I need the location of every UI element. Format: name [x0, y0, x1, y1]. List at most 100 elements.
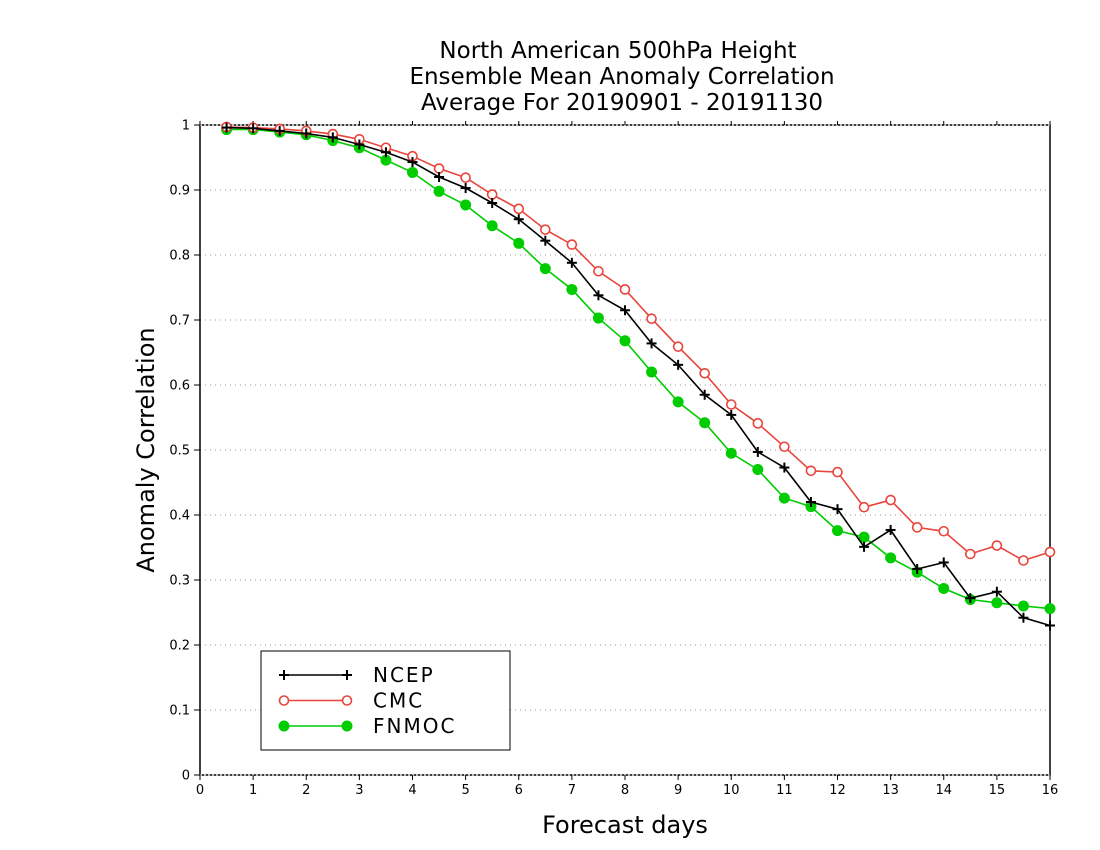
- legend-marker-right-fnmoc: [341, 720, 353, 732]
- y-axis-label: Anomaly Correlation: [132, 327, 160, 572]
- y-tick-label: 0.8: [169, 249, 190, 264]
- y-tick-label: 0.4: [169, 509, 190, 524]
- legend-marker-left-fnmoc: [278, 720, 290, 732]
- data-point-ncep: [938, 557, 949, 568]
- data-point-ncep: [540, 235, 551, 246]
- data-point-ncep: [248, 123, 259, 134]
- data-point-ncep: [912, 563, 923, 574]
- data-point-cmc: [991, 540, 1003, 551]
- data-point-cmc: [540, 224, 551, 235]
- legend-item-cmc: CMC: [278, 689, 422, 713]
- y-tick-label: 0.5: [169, 444, 190, 459]
- legend-label-ncep: NCEP: [373, 663, 435, 687]
- data-point-cmc: [1044, 546, 1056, 558]
- x-tick-label: 9: [674, 783, 682, 798]
- data-point-ncep: [380, 147, 391, 158]
- data-point-ncep: [513, 214, 524, 225]
- series-fnmoc: [221, 124, 1056, 615]
- data-point-ncep: [460, 183, 471, 194]
- data-point-fnmoc: [513, 237, 525, 249]
- data-point-cmc: [858, 501, 870, 513]
- data-point-fnmoc: [991, 597, 1003, 609]
- data-point-fnmoc: [646, 366, 658, 378]
- data-point-ncep: [699, 389, 710, 400]
- y-tick-label: 0.2: [169, 639, 190, 654]
- data-point-fnmoc: [592, 312, 604, 324]
- x-tick-label: 1: [249, 783, 257, 798]
- data-point-ncep: [1018, 612, 1029, 623]
- x-tick-label: 13: [882, 783, 899, 798]
- legend-item-fnmoc: FNMOC: [278, 714, 454, 738]
- legend-marker-right-cmc: [341, 695, 353, 706]
- data-point-cmc: [965, 548, 976, 560]
- x-tick-label: 0: [196, 783, 204, 798]
- data-point-cmc: [646, 313, 657, 325]
- data-point-ncep: [965, 593, 976, 604]
- data-point-ncep: [301, 128, 312, 139]
- data-point-cmc: [486, 189, 498, 200]
- data-point-fnmoc: [1044, 603, 1056, 615]
- data-point-ncep: [885, 524, 896, 535]
- data-point-cmc: [805, 465, 817, 477]
- y-tick-label: 0.3: [169, 574, 190, 589]
- data-point-ncep: [779, 462, 790, 473]
- legend-marker-left-ncep: [279, 670, 289, 680]
- data-point-cmc: [885, 494, 896, 506]
- legend-marker-right-ncep: [342, 670, 352, 680]
- data-point-fnmoc: [885, 552, 897, 564]
- data-point-ncep: [832, 504, 843, 515]
- x-tick-label: 12: [829, 783, 846, 798]
- data-point-ncep: [805, 497, 816, 507]
- x-tick-label: 14: [935, 783, 952, 798]
- series-ncep: [221, 122, 1055, 631]
- x-tick-label: 6: [515, 783, 523, 798]
- data-point-ncep: [1045, 620, 1055, 631]
- x-tick-label: 16: [1042, 783, 1059, 798]
- grid-lines: [200, 189, 1050, 711]
- y-tick-label: 0.9: [169, 184, 190, 199]
- x-axis-ticks: 0 1 2 3 4 5 6 7 8 9 10 11 12 13 14 15 16: [196, 121, 1058, 798]
- data-point-ncep: [859, 541, 870, 552]
- data-point-fnmoc: [778, 492, 790, 504]
- y-axis-ticks: 0 0.1 0.2 0.3 0.4 0.5 0.6 0.7 0.8 0.9 1: [169, 119, 200, 784]
- series-line-cmc: [226, 126, 1051, 562]
- x-tick-label: 8: [621, 783, 629, 798]
- data-point-fnmoc: [752, 464, 764, 475]
- data-point-ncep: [991, 586, 1002, 597]
- series-cmc: [221, 121, 1056, 566]
- data-point-ncep: [274, 125, 285, 136]
- data-point-fnmoc: [699, 417, 711, 429]
- x-tick-label: 2: [302, 783, 310, 798]
- x-tick-label: 3: [355, 783, 363, 798]
- data-point-fnmoc: [460, 199, 472, 211]
- data-point-ncep: [593, 290, 604, 301]
- data-point-ncep: [620, 305, 630, 316]
- data-point-fnmoc: [672, 396, 684, 408]
- data-point-cmc: [1018, 555, 1029, 566]
- data-point-ncep: [434, 172, 445, 182]
- data-point-ncep: [726, 409, 737, 420]
- series-line-ncep: [226, 126, 1051, 627]
- data-point-ncep: [407, 157, 418, 168]
- data-point-ncep: [752, 446, 763, 457]
- data-point-cmc: [911, 522, 923, 533]
- y-tick-label: 0.7: [169, 314, 190, 329]
- data-point-cmc: [460, 172, 471, 183]
- y-tick-label: 1: [182, 119, 190, 134]
- data-point-fnmoc: [619, 335, 631, 347]
- data-point-ncep: [673, 359, 684, 370]
- data-point-fnmoc: [486, 220, 498, 232]
- y-tick-label: 0.1: [169, 704, 190, 719]
- data-point-cmc: [672, 341, 684, 352]
- chart-title: North American 500hPa Height Ensemble Me…: [409, 38, 834, 116]
- data-point-fnmoc: [566, 283, 578, 295]
- x-tick-label: 10: [723, 783, 740, 798]
- data-series: [221, 121, 1056, 631]
- x-tick-label: 5: [461, 783, 469, 798]
- data-point-cmc: [832, 466, 843, 478]
- data-point-ncep: [221, 122, 232, 133]
- series-line-fnmoc: [226, 128, 1051, 610]
- chart-title-line-3: Average For 20190901 - 20191130: [421, 90, 823, 116]
